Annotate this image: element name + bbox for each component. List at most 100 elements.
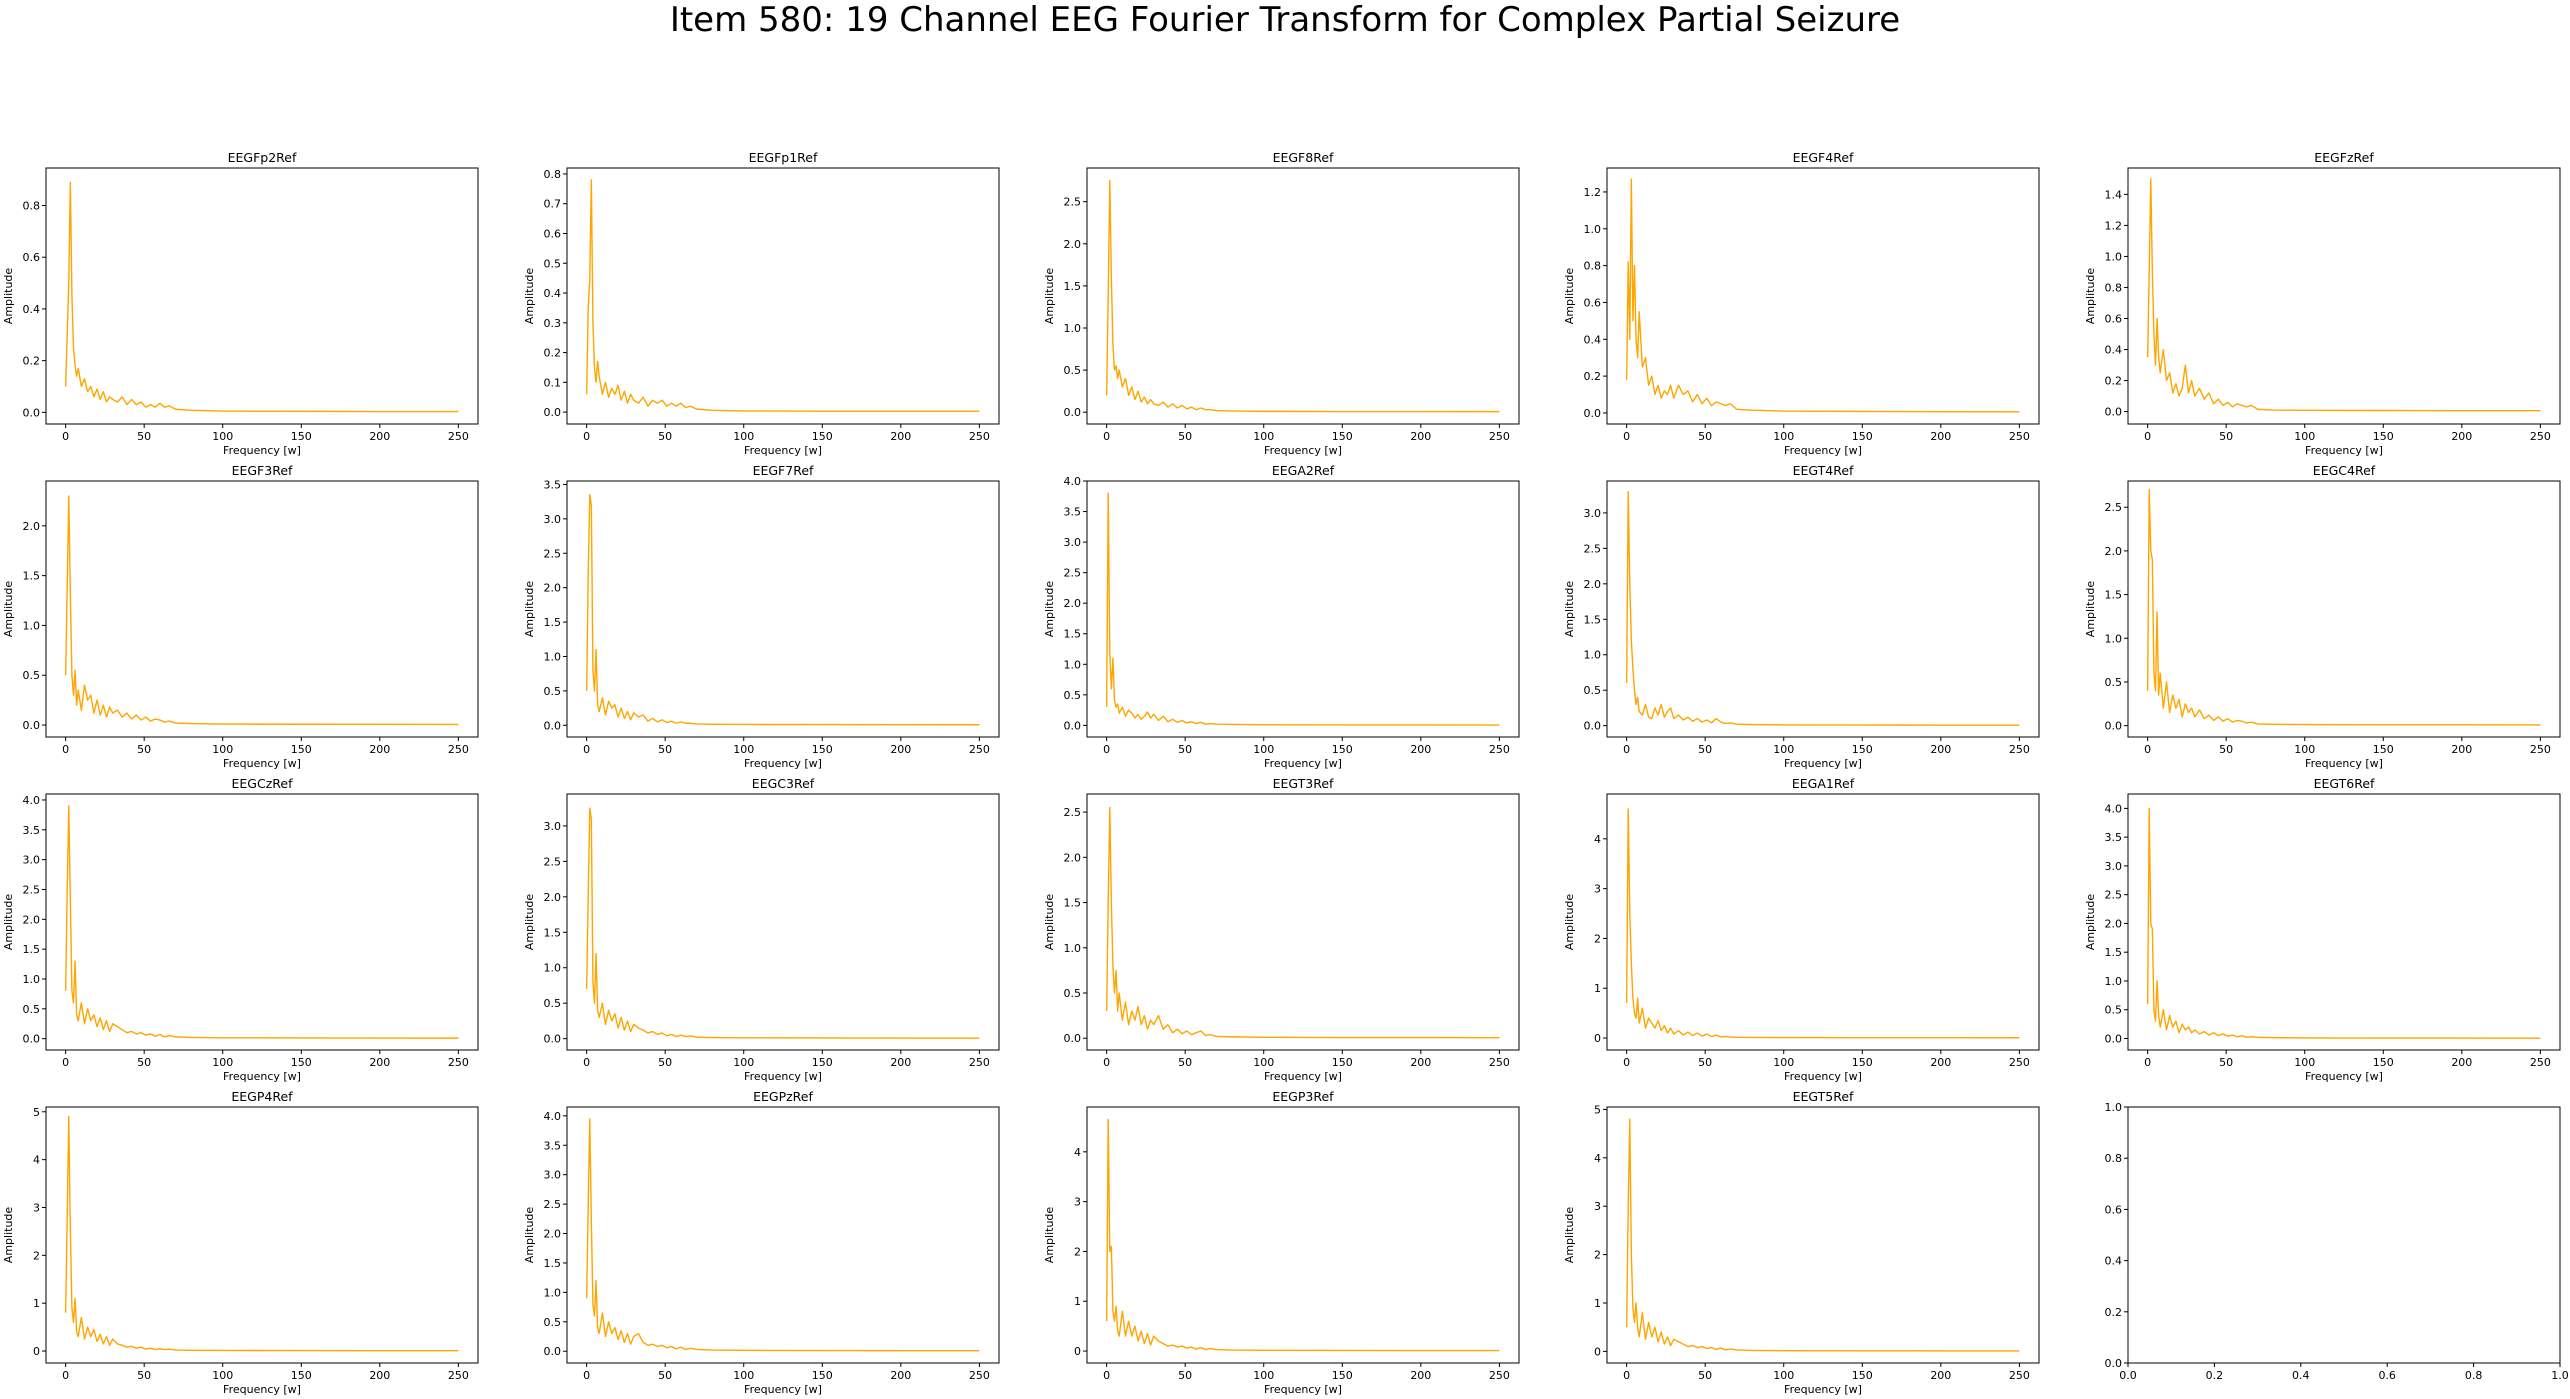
series-line [1105,1118,1500,1352]
x-tick-label: 1.0 [2551,1369,2569,1382]
x-tick-label: 150 [812,1369,833,1382]
x-tick-label: 250 [1489,1056,1510,1069]
x-axis-label: Frequency [w] [1264,757,1342,770]
subplot: 0 50 100 150 200 250 0.0 0.5 1.0 1.5 2.0 2.5 3.0 3.5 4… [523,1089,1000,1396]
x-tick-label: 0 [2144,743,2151,756]
x-tick-label: 100 [1773,1056,1794,1069]
x-tick-label: 50 [658,743,672,756]
x-tick-label: 100 [733,743,754,756]
x-axis-label: Frequency [w] [223,1070,301,1083]
y-tick-label: 1.0 [1584,223,1602,236]
subplot-title: EEGP3Ref [1272,1089,1334,1104]
y-tick-label: 0.0 [1064,1032,1082,1045]
x-axis-label: Frequency [w] [1264,444,1342,457]
y-tick-label: 2.0 [1064,597,1082,610]
y-tick-label: 2.5 [1064,567,1082,580]
y-tick-label: 2.5 [544,855,562,868]
subplot-title: EEGPzRef [753,1089,813,1104]
x-tick-label: 100 [1253,1056,1274,1069]
y-tick-label: 2.5 [544,547,562,560]
x-tick-label: 50 [1178,1056,1192,1069]
y-tick-label: 1.0 [2105,1101,2123,1114]
y-tick-label: 0.5 [1064,364,1082,377]
y-tick-label: 1.5 [1064,897,1082,910]
x-tick-label: 0.4 [2292,1369,2310,1382]
y-axis-label: Amplitude [2084,581,2097,638]
subplot-title: EEGA1Ref [1792,776,1855,791]
y-tick-label: 1.5 [544,616,562,629]
y-axis-label: Amplitude [2,1207,15,1264]
subplot-title: EEGCzRef [232,776,294,791]
y-tick-label: 2.0 [23,913,41,926]
y-tick-label: 0.6 [2105,312,2123,325]
x-tick-label: 50 [1698,743,1712,756]
x-tick-label: 150 [2373,1056,2394,1069]
x-tick-label: 100 [733,1056,754,1069]
series-line [1625,1118,2020,1352]
y-tick-label: 2.0 [1064,238,1082,251]
subplot: 0 50 100 150 200 250 0.0 0.5 1.0 1.5 2.0 2.5 EEGT3Re… [1043,776,1520,1083]
x-tick-label: 50 [1698,430,1712,443]
x-tick-label: 0.0 [2119,1369,2137,1382]
x-tick-label: 150 [291,743,312,756]
axes-frame [566,793,1000,1051]
y-tick-label: 0.5 [1064,689,1082,702]
x-tick-label: 250 [448,430,469,443]
axes-frame [45,793,479,1051]
y-axis-label: Amplitude [523,1207,536,1264]
y-tick-label: 0.5 [23,1003,41,1016]
y-tick-label: 1.0 [1584,649,1602,662]
x-tick-label: 0 [62,430,69,443]
y-tick-label: 1.5 [1584,613,1602,626]
subplot: 0 50 100 150 200 250 0.0 0.2 0.4 0.6 0.8 1.0 1.2 1.4 E… [2084,150,2561,457]
y-tick-label: 0.0 [544,1345,562,1358]
x-tick-label: 0 [2144,430,2151,443]
y-tick-label: 0.8 [544,168,562,181]
y-axis-label: Amplitude [523,268,536,325]
subplot: 0 50 100 150 200 250 0.0 0.5 1.0 1.5 2.0 2.5 3.0 3.5 4… [1043,463,1520,770]
subplot-title: EEGA2Ref [1272,463,1335,478]
subplot-title: EEGF4Ref [1793,150,1854,165]
y-tick-label: 0.7 [544,198,562,211]
series-line [2146,489,2541,726]
y-tick-label: 0.0 [23,719,41,732]
x-tick-label: 200 [369,743,390,756]
y-tick-label: 0 [1594,1032,1601,1045]
y-tick-label: 0.8 [2105,281,2123,294]
x-tick-label: 200 [369,1056,390,1069]
x-tick-label: 200 [1930,430,1951,443]
axes-frame [2127,167,2561,425]
subplot: 0 50 100 150 200 250 0.0 0.5 1.0 1.5 2.0 2.5 3.0 3.5 4… [2,776,479,1083]
axes-frame [1086,793,1520,1051]
x-tick-label: 200 [1930,1369,1951,1382]
subplot: 0.0 0.2 0.4 0.6 0.8 1.0 0.0 0.2 0.4 0.6 0.8 1.0 [2105,1101,2569,1382]
subplot: 0 50 100 150 200 250 0 1 2 3 4 EEGA1Ref Frequency [w… [1563,776,2040,1083]
y-tick-label: 2.0 [1584,578,1602,591]
x-axis-label: Frequency [w] [1264,1383,1342,1396]
subplot: 0 50 100 150 200 250 0.0 0.5 1.0 1.5 2.0 2.5 3.0 3.5 E… [523,463,1000,770]
x-axis-label: Frequency [w] [744,757,822,770]
y-tick-label: 2.5 [1064,196,1082,209]
y-axis-label: Amplitude [1563,1207,1576,1264]
x-tick-label: 250 [2009,743,2030,756]
axes-frame [1606,1106,2040,1364]
series-line [1625,178,2020,413]
y-tick-label: 1.0 [23,973,41,986]
y-axis-label: Amplitude [2,581,15,638]
y-tick-label: 4 [1074,1146,1081,1159]
axes-frame [2127,1106,2561,1364]
y-axis-label: Amplitude [1043,1207,1056,1264]
x-tick-label: 150 [291,430,312,443]
y-tick-label: 1.5 [544,926,562,939]
x-axis-label: Frequency [w] [1784,1070,1862,1083]
subplot-title: EEGC3Ref [752,776,815,791]
y-axis-label: Amplitude [2084,894,2097,951]
y-tick-label: 0.6 [544,227,562,240]
x-tick-label: 50 [1178,430,1192,443]
subplot-title: EEGC4Ref [2313,463,2376,478]
series-line [2146,178,2541,412]
x-tick-label: 50 [658,1369,672,1382]
x-tick-label: 150 [1332,1369,1353,1382]
